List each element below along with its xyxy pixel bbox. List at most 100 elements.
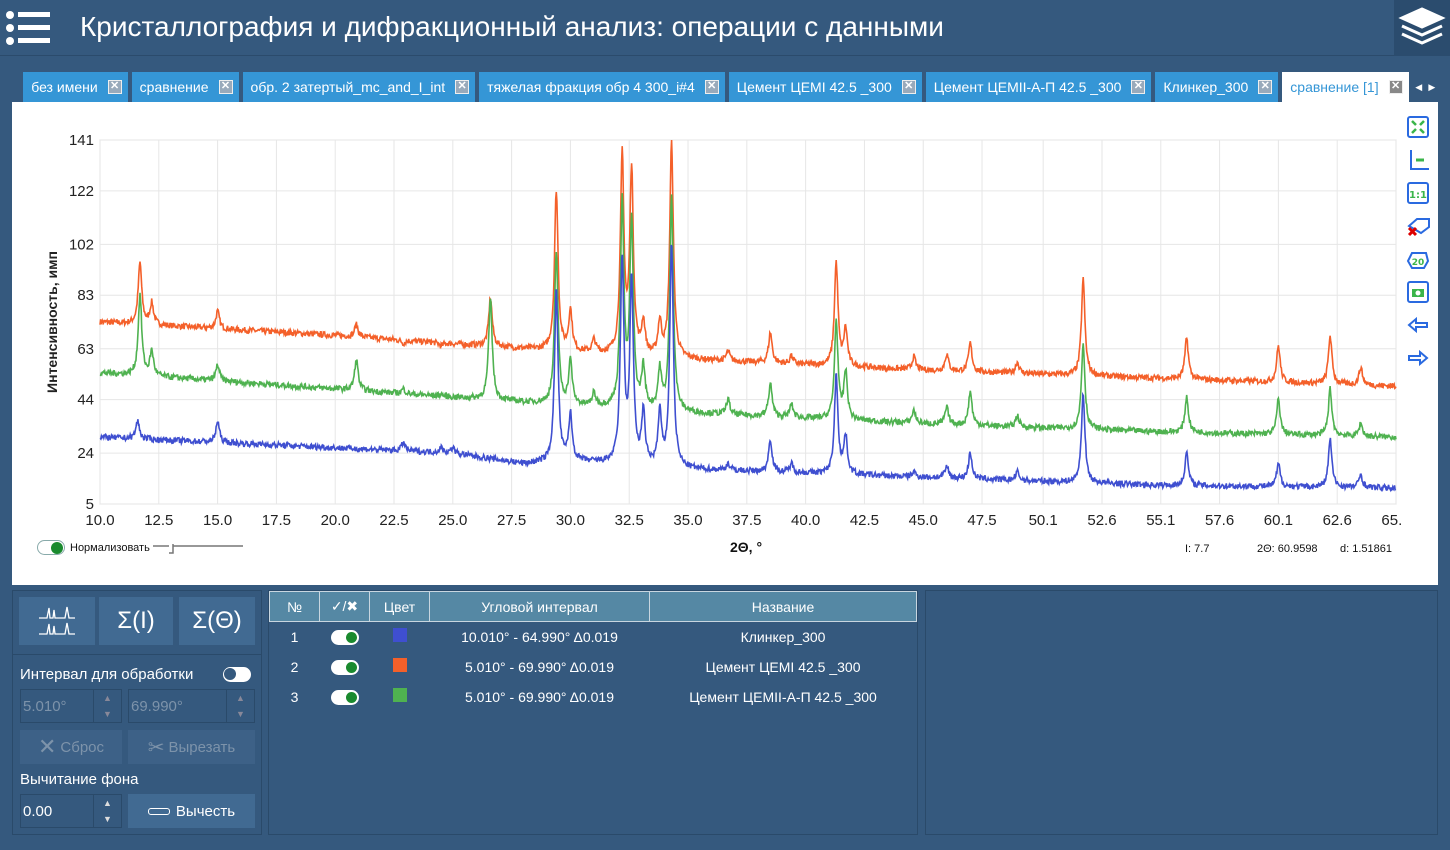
row-number: 2: [290, 658, 299, 675]
row-interval: 10.010° - 64.990° Δ0.019: [461, 628, 618, 645]
close-tab-icon[interactable]: ✕: [1388, 80, 1403, 94]
bg-value: 0.00: [23, 803, 53, 820]
readout-2theta: 2Θ: 60.9598: [1257, 543, 1318, 555]
tabs-next-icon[interactable]: ▶: [1425, 72, 1438, 102]
minus-icon: [147, 807, 170, 815]
tab-label: сравнение [1]: [1290, 79, 1379, 95]
remove-labels-button[interactable]: [1404, 209, 1432, 242]
sum-intensity-button[interactable]: Σ(I): [99, 597, 173, 645]
bg-value-field[interactable]: 0.00 ▲ ▼: [20, 794, 122, 828]
series-line-1: [99, 139, 1397, 390]
close-tab-icon[interactable]: ✕: [1258, 80, 1273, 94]
arrow-left-button[interactable]: [1404, 308, 1432, 341]
x-tick-label: 47.5: [967, 512, 996, 529]
x-tick-label: 32.5: [615, 512, 644, 529]
x-tick-label: 62.6: [1323, 512, 1352, 529]
cut-button[interactable]: ✂ Вырезать: [128, 730, 255, 764]
tab-label: обр. 2 затертый_mc_and_I_int: [250, 79, 446, 95]
x-tick-label: 30.0: [556, 512, 585, 529]
reset-button[interactable]: ✕ Сброс: [20, 730, 122, 764]
subtract-button[interactable]: Вычесть: [128, 794, 255, 828]
interval-to-stepper[interactable]: ▲ ▼: [226, 690, 254, 722]
interval-label: Интервал для обработки: [20, 666, 194, 683]
tab-6[interactable]: Клинкер_300 ✕: [1155, 72, 1279, 102]
tab-4[interactable]: Цемент ЦЕМI 42.5 _300 ✕: [728, 72, 922, 102]
tab-7[interactable]: сравнение [1] ✕: [1282, 72, 1409, 102]
visibility-toggle[interactable]: [330, 689, 359, 705]
label-2theta-button[interactable]: 20: [1404, 242, 1432, 275]
reset-icon: ✕: [37, 734, 57, 759]
close-tab-icon[interactable]: ✕: [107, 80, 122, 94]
svg-text:20: 20: [1412, 258, 1425, 268]
camera-button[interactable]: [1404, 275, 1432, 308]
peaks-view-button[interactable]: [19, 597, 95, 645]
row-number: 1: [290, 628, 299, 645]
chart-panel: 10.0 12.5 15.0 17.5 20.0 22.5 25.0 27.5 30.0 32.5…: [12, 102, 1438, 585]
interval-toggle[interactable]: [223, 667, 251, 682]
sum-theta-button[interactable]: Σ(Θ): [179, 597, 255, 645]
x-tick-label: 52.6: [1087, 512, 1116, 529]
tabs-prev-icon[interactable]: ◀: [1412, 72, 1425, 102]
cut-label: Вырезать: [168, 738, 236, 756]
row-interval: 5.010° - 69.990° Δ0.019: [465, 688, 614, 705]
x-tick-label: 57.6: [1205, 512, 1234, 529]
bg-value-stepper[interactable]: ▲ ▼: [93, 795, 121, 827]
col-visible[interactable]: ✓/✖: [319, 591, 370, 622]
diffraction-chart[interactable]: 10.0 12.5 15.0 17.5 20.0 22.5 25.0 27.5 30.0 32.5…: [12, 102, 1402, 537]
close-tab-icon[interactable]: ✕: [704, 80, 719, 94]
ratio-1-1-button[interactable]: 1:1: [1404, 176, 1432, 209]
interval-to-field[interactable]: 69.990° ▲ ▼: [128, 689, 255, 723]
tab-3[interactable]: тяжелая фракция обр 4 300_i#4 ✕: [479, 72, 725, 102]
hamburger-icon[interactable]: [6, 10, 52, 46]
details-panel: [925, 590, 1438, 835]
axes-scale-icon: [1410, 149, 1429, 170]
visibility-toggle[interactable]: [330, 630, 359, 646]
color-swatch[interactable]: [392, 658, 407, 672]
arrow-left-icon: [1407, 316, 1428, 333]
table-row[interactable]: 1 10.010° - 64.990° Δ0.019 Клинкер_300: [270, 622, 917, 652]
col-name[interactable]: Название: [649, 591, 917, 622]
tab-5[interactable]: Цемент ЦЕМII-А-П 42.5 _300 ✕: [925, 72, 1152, 102]
axes-scale-button[interactable]: [1404, 143, 1432, 176]
reset-label: Сброс: [60, 738, 105, 756]
col-number[interactable]: №: [269, 591, 320, 622]
close-tab-icon[interactable]: ✕: [1131, 80, 1146, 94]
row-number: 3: [290, 688, 299, 705]
table-row[interactable]: 3 5.010° - 69.990° Δ0.019 Цемент ЦЕМII-А-П…: [270, 682, 917, 712]
color-swatch[interactable]: [392, 688, 407, 702]
fit-all-icon: [1407, 115, 1429, 138]
close-tab-icon[interactable]: ✕: [901, 80, 916, 94]
arrow-right-button[interactable]: [1404, 341, 1432, 374]
normalize-label: Нормализовать: [70, 541, 150, 554]
y-axis-label: Интенсивность, имп: [44, 251, 60, 393]
close-tab-icon[interactable]: ✕: [455, 80, 470, 94]
tab-label: Клинкер_300: [1163, 79, 1249, 95]
fit-all-button[interactable]: [1404, 110, 1432, 143]
tab-0[interactable]: без имени ✕: [23, 72, 128, 102]
close-tab-icon[interactable]: ✕: [218, 80, 233, 94]
visibility-toggle[interactable]: [330, 659, 359, 675]
interval-from-stepper[interactable]: ▲ ▼: [93, 690, 121, 722]
normalize-toggle[interactable]: [37, 540, 65, 555]
tab-2[interactable]: обр. 2 затертый_mc_and_I_int ✕: [242, 72, 476, 102]
x-axis-label: 2Θ, °: [730, 539, 763, 555]
series-table: № ✓/✖ Цвет Угловой интервал Название 1 10…: [268, 590, 918, 835]
bg-subtraction-label: Вычитание фона: [20, 771, 139, 788]
x-tick-label: 37.5: [732, 512, 761, 529]
layers-button[interactable]: [1394, 0, 1450, 56]
color-swatch[interactable]: [392, 628, 407, 643]
interval-to-value: 69.990°: [131, 698, 183, 715]
scissors-icon: ✂: [147, 736, 165, 759]
table-row[interactable]: 2 5.010° - 69.990° Δ0.019 Цемент ЦЕМI 42.5…: [270, 652, 917, 682]
x-tick-label: 40.0: [791, 512, 820, 529]
col-interval[interactable]: Угловой интервал: [429, 591, 650, 622]
interval-from-field[interactable]: 5.010° ▲ ▼: [20, 689, 122, 723]
x-tick-label: 65.1: [1381, 512, 1402, 529]
normalize-slider[interactable]: [152, 541, 245, 555]
y-tick-label: 24: [77, 445, 94, 462]
x-tick-label: 25.0: [438, 512, 467, 529]
col-color[interactable]: Цвет: [369, 591, 430, 622]
tabs-scroll-left-edge[interactable]: [14, 72, 20, 102]
tab-1[interactable]: сравнение ✕: [131, 72, 239, 102]
x-tick-label: 35.0: [673, 512, 702, 529]
